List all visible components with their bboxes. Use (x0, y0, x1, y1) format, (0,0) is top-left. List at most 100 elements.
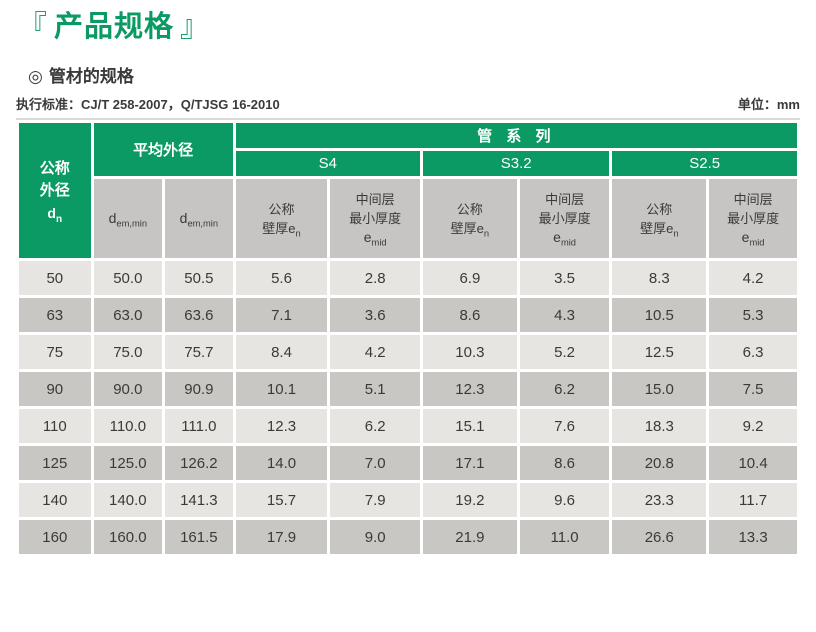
header-s3-2-emid: 中间层 最小厚度 emid (516, 176, 613, 261)
cell-value: 9.0 (327, 517, 424, 557)
cell-value: 9.2 (706, 406, 800, 446)
page-title-text: 产品规格 (54, 11, 175, 43)
cell-value: 10.4 (706, 443, 800, 483)
cell-value: 5.3 (706, 295, 800, 335)
spec-table-body: 50 50.0 50.5 5.6 2.8 6.9 3.5 8.3 4.2 63 63.0 63.6 7.… (16, 258, 800, 557)
header-s4-emid: 中间层 最小厚度 emid (327, 176, 424, 261)
cell-value: 26.6 (609, 517, 710, 557)
header-s3-2-en: 公称 壁厚en (420, 176, 520, 261)
cell-value: 15.7 (232, 480, 331, 520)
header-series-s2-5: S2.5 (609, 148, 800, 179)
cell-value: 10.5 (609, 295, 710, 335)
cell-value: 125.0 (90, 443, 166, 483)
table-row: 63 63.0 63.6 7.1 3.6 8.6 4.3 10.5 5.3 (16, 295, 800, 335)
header-pipe-series: 管 系 列 (232, 120, 801, 151)
cell-value: 13.3 (706, 517, 800, 557)
cell-value: 15.0 (609, 369, 710, 409)
cell-value: 4.2 (327, 332, 424, 372)
cell-value: 10.3 (420, 332, 520, 372)
cell-value: 7.6 (516, 406, 613, 446)
cell-value: 50.0 (90, 258, 166, 298)
cell-value: 90.9 (162, 369, 236, 409)
cell-value: 161.5 (162, 517, 236, 557)
unit-text: 单位：mm (737, 97, 800, 112)
cell-value: 6.3 (706, 332, 800, 372)
cell-value: 126.2 (162, 443, 236, 483)
cell-dn: 90 (16, 369, 94, 409)
cell-dn: 125 (16, 443, 94, 483)
spec-table: 公称 外径 dn 平均外径 管 系 列 S4 S3.2 S2.5 dem,min… (16, 120, 801, 557)
table-top-rule (16, 118, 800, 120)
cell-dn: 110 (16, 406, 94, 446)
table-row: 75 75.0 75.7 8.4 4.2 10.3 5.2 12.5 6.3 (16, 332, 800, 372)
cell-value: 12.3 (420, 369, 520, 409)
double-circle-bullet-icon: ◎ (28, 67, 43, 86)
cell-value: 8.6 (516, 443, 613, 483)
header-row-1: 公称 外径 dn 平均外径 管 系 列 (16, 120, 801, 261)
cell-value: 6.2 (327, 406, 424, 446)
header-dn-line2: 外径 (39, 181, 70, 199)
header-dn-symbol: dn (47, 204, 63, 225)
header-s2-5-en: 公称 壁厚en (609, 176, 710, 261)
cell-dn: 50 (16, 258, 94, 298)
table-row: 160 160.0 161.5 17.9 9.0 21.9 11.0 26.6 13.3 (16, 517, 800, 557)
cell-value: 140.0 (90, 480, 166, 520)
cell-value: 141.3 (162, 480, 236, 520)
page-title: 『产品规格』 (0, 0, 816, 46)
standard-text: 执行标准：CJ/T 258-2007，Q/TJSG 16-2010 (16, 97, 280, 112)
header-dn: 公称 外径 dn (16, 120, 94, 261)
cell-dn: 140 (16, 480, 94, 520)
cell-value: 110.0 (90, 406, 166, 446)
cell-value: 4.2 (706, 258, 800, 298)
cell-value: 3.6 (327, 295, 424, 335)
table-row: 110 110.0 111.0 12.3 6.2 15.1 7.6 18.3 9.2 (16, 406, 800, 446)
cell-value: 17.9 (232, 517, 331, 557)
header-s4-en: 公称 壁厚en (232, 176, 331, 261)
cell-value: 90.0 (90, 369, 166, 409)
table-row: 50 50.0 50.5 5.6 2.8 6.9 3.5 8.3 4.2 (16, 258, 800, 298)
cell-value: 8.4 (232, 332, 331, 372)
cell-value: 8.3 (609, 258, 710, 298)
header-dem-min-2: dem,min (162, 176, 236, 261)
cell-value: 4.3 (516, 295, 613, 335)
cell-value: 5.2 (516, 332, 613, 372)
cell-value: 10.1 (232, 369, 331, 409)
cell-value: 3.5 (516, 258, 613, 298)
cell-value: 11.7 (706, 480, 800, 520)
section-subtitle-text: 管材的规格 (48, 67, 134, 86)
cell-value: 7.0 (327, 443, 424, 483)
cell-dn: 63 (16, 295, 94, 335)
title-bracket-open-icon: 『 (18, 11, 49, 43)
cell-value: 6.9 (420, 258, 520, 298)
cell-value: 12.3 (232, 406, 331, 446)
cell-value: 7.9 (327, 480, 424, 520)
cell-value: 5.6 (232, 258, 331, 298)
cell-value: 18.3 (609, 406, 710, 446)
header-series-s4: S4 (232, 148, 424, 179)
cell-value: 63.6 (162, 295, 236, 335)
header-dn-line1: 公称 (39, 159, 70, 177)
cell-value: 6.2 (516, 369, 613, 409)
cell-value: 21.9 (420, 517, 520, 557)
cell-value: 17.1 (420, 443, 520, 483)
cell-value: 15.1 (420, 406, 520, 446)
cell-value: 160.0 (90, 517, 166, 557)
cell-value: 19.2 (420, 480, 520, 520)
table-row: 140 140.0 141.3 15.7 7.9 19.2 9.6 23.3 11.7 (16, 480, 800, 520)
cell-dn: 75 (16, 332, 94, 372)
cell-value: 20.8 (609, 443, 710, 483)
cell-value: 7.1 (232, 295, 331, 335)
header-series-s3-2: S3.2 (420, 148, 613, 179)
cell-value: 5.1 (327, 369, 424, 409)
header-dem-min-1: dem,min (90, 176, 166, 261)
cell-value: 11.0 (516, 517, 613, 557)
cell-value: 50.5 (162, 258, 236, 298)
title-bracket-close-icon: 』 (180, 11, 211, 43)
cell-value: 23.3 (609, 480, 710, 520)
header-s2-5-emid: 中间层 最小厚度 emid (706, 176, 800, 261)
meta-row: 执行标准：CJ/T 258-2007，Q/TJSG 16-2010 单位：mm (16, 94, 800, 113)
table-row: 125 125.0 126.2 14.0 7.0 17.1 8.6 20.8 10.4 (16, 443, 800, 483)
cell-value: 2.8 (327, 258, 424, 298)
header-row-2: S4 S3.2 S2.5 (18, 148, 800, 179)
